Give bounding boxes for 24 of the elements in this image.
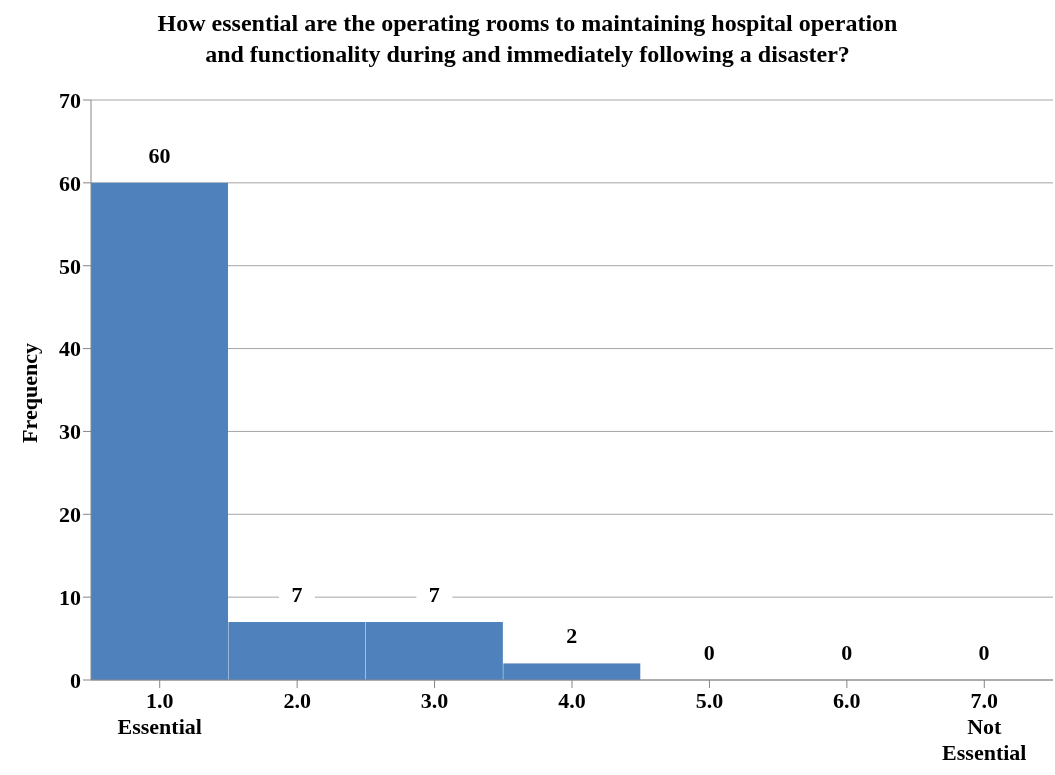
y-tick-label: 20 (59, 502, 81, 528)
y-tick-label: 10 (59, 584, 81, 610)
x-tick-label: 3.0 (420, 688, 449, 713)
data-label: 0 (978, 640, 990, 665)
y-tick-label: 60 (59, 170, 81, 196)
data-label: 2 (566, 623, 578, 649)
data-label: 7 (428, 582, 440, 607)
x-tick-label: 2.0 (283, 688, 311, 713)
y-tick-label: 40 (59, 336, 81, 362)
y-tick-label: 0 (70, 667, 81, 693)
y-tick-label: 30 (59, 419, 81, 445)
x-tick-label: 5.0 (695, 688, 724, 713)
y-tick-label: 50 (59, 253, 81, 279)
x-tick-label: 4.0 (558, 688, 586, 713)
x-tick-label: 7.0 Not Essential (942, 688, 1027, 765)
data-label: 60 (148, 142, 171, 168)
y-axis-title: Frequency (17, 343, 43, 443)
x-tick-label: 6.0 (833, 688, 861, 713)
data-label: 0 (703, 640, 715, 665)
y-tick-label: 70 (59, 87, 81, 113)
x-tick-label: 1.0 Essential (117, 688, 202, 739)
data-label: 7 (291, 582, 303, 607)
data-label: 0 (841, 640, 853, 665)
chart-title: How essential are the operating rooms to maintaining hospital operation and functionality during and immediately following a disaster? (156, 9, 899, 69)
